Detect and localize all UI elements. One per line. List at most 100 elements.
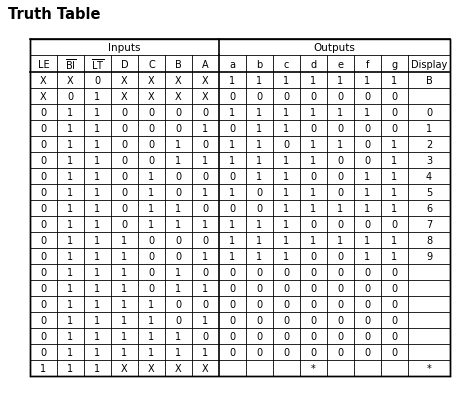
Text: 1: 1 [67,108,74,118]
Text: 0: 0 [202,172,208,182]
Text: $\overline{\mathsf{LT}}$: $\overline{\mathsf{LT}}$ [91,57,104,72]
Text: 1: 1 [256,220,262,229]
Text: d: d [310,59,316,70]
Text: 1: 1 [337,76,343,86]
Text: 0: 0 [148,236,154,245]
Text: 1: 1 [229,108,235,118]
Text: 1: 1 [363,252,370,261]
Text: 0: 0 [202,299,208,309]
Text: 0: 0 [229,299,235,309]
Text: 1: 1 [67,220,74,229]
Text: 0: 0 [283,139,289,150]
Text: 0: 0 [256,315,262,325]
Text: 1: 1 [67,331,74,341]
Text: 0: 0 [229,92,235,102]
Text: 0: 0 [121,155,127,166]
Text: 0: 0 [310,315,316,325]
Text: 0: 0 [202,204,208,213]
Text: 1: 1 [94,331,100,341]
Text: 1: 1 [175,283,181,293]
Text: 0: 0 [391,347,397,357]
Text: 0: 0 [391,315,397,325]
Text: 9: 9 [425,252,431,261]
Text: 0: 0 [337,188,343,198]
Text: 2: 2 [425,139,431,150]
Text: 1: 1 [202,347,208,357]
Text: X: X [148,76,155,86]
Text: 1: 1 [148,172,154,182]
Text: 1: 1 [175,204,181,213]
Text: 1: 1 [67,283,74,293]
Text: 1: 1 [229,139,235,150]
Text: 1: 1 [283,236,289,245]
Text: 1: 1 [94,172,100,182]
Text: 1: 1 [229,155,235,166]
Text: 1: 1 [363,204,370,213]
Text: 1: 1 [67,363,74,373]
Text: 0: 0 [148,267,154,277]
Text: 1: 1 [67,124,74,134]
Text: 0: 0 [40,124,46,134]
Text: 1: 1 [229,252,235,261]
Text: 1: 1 [94,139,100,150]
Text: 0: 0 [229,124,235,134]
Text: 0: 0 [337,299,343,309]
Text: 0: 0 [229,172,235,182]
Text: 0: 0 [256,188,262,198]
Text: 0: 0 [391,108,397,118]
Text: 1: 1 [391,155,397,166]
Text: 1: 1 [256,236,262,245]
Text: 0: 0 [229,204,235,213]
Text: 0: 0 [40,283,46,293]
Text: 1: 1 [121,267,127,277]
Text: 0: 0 [256,204,262,213]
Text: 1: 1 [337,139,343,150]
Text: 1: 1 [391,188,397,198]
Text: 1: 1 [121,283,127,293]
Text: 0: 0 [256,331,262,341]
Text: 0: 0 [310,267,316,277]
Text: LE: LE [38,59,49,70]
Text: 0: 0 [310,124,316,134]
Text: 1: 1 [148,188,154,198]
Text: 1: 1 [202,252,208,261]
Text: 4: 4 [425,172,431,182]
Text: 0: 0 [256,299,262,309]
Text: 1: 1 [94,236,100,245]
Text: 0: 0 [337,283,343,293]
Text: 1: 1 [391,204,397,213]
Text: 1: 1 [202,188,208,198]
Text: 0: 0 [40,252,46,261]
Text: 1: 1 [310,76,316,86]
Text: 0: 0 [175,252,181,261]
Text: 0: 0 [256,283,262,293]
Text: 1: 1 [337,236,343,245]
Text: 0: 0 [121,188,127,198]
Text: 0: 0 [148,108,154,118]
Text: 0: 0 [175,315,181,325]
Text: 0: 0 [256,92,262,102]
Text: 0: 0 [337,347,343,357]
Text: 0: 0 [363,331,370,341]
Text: 0: 0 [40,204,46,213]
Text: B: B [175,59,181,70]
Text: 0: 0 [202,331,208,341]
Text: 1: 1 [148,220,154,229]
Text: 0: 0 [391,331,397,341]
Text: 0: 0 [40,267,46,277]
Text: 0: 0 [121,220,127,229]
Text: 1: 1 [310,204,316,213]
Text: 0: 0 [121,108,127,118]
Text: 1: 1 [67,315,74,325]
Text: 0: 0 [229,315,235,325]
Text: 1: 1 [94,204,100,213]
Text: 1: 1 [202,315,208,325]
Text: 1: 1 [256,172,262,182]
Text: 0: 0 [310,299,316,309]
Text: 0: 0 [337,172,343,182]
Text: a: a [229,59,235,70]
Text: 1: 1 [67,299,74,309]
Text: 0: 0 [337,315,343,325]
Text: c: c [283,59,288,70]
Text: 1: 1 [67,155,74,166]
